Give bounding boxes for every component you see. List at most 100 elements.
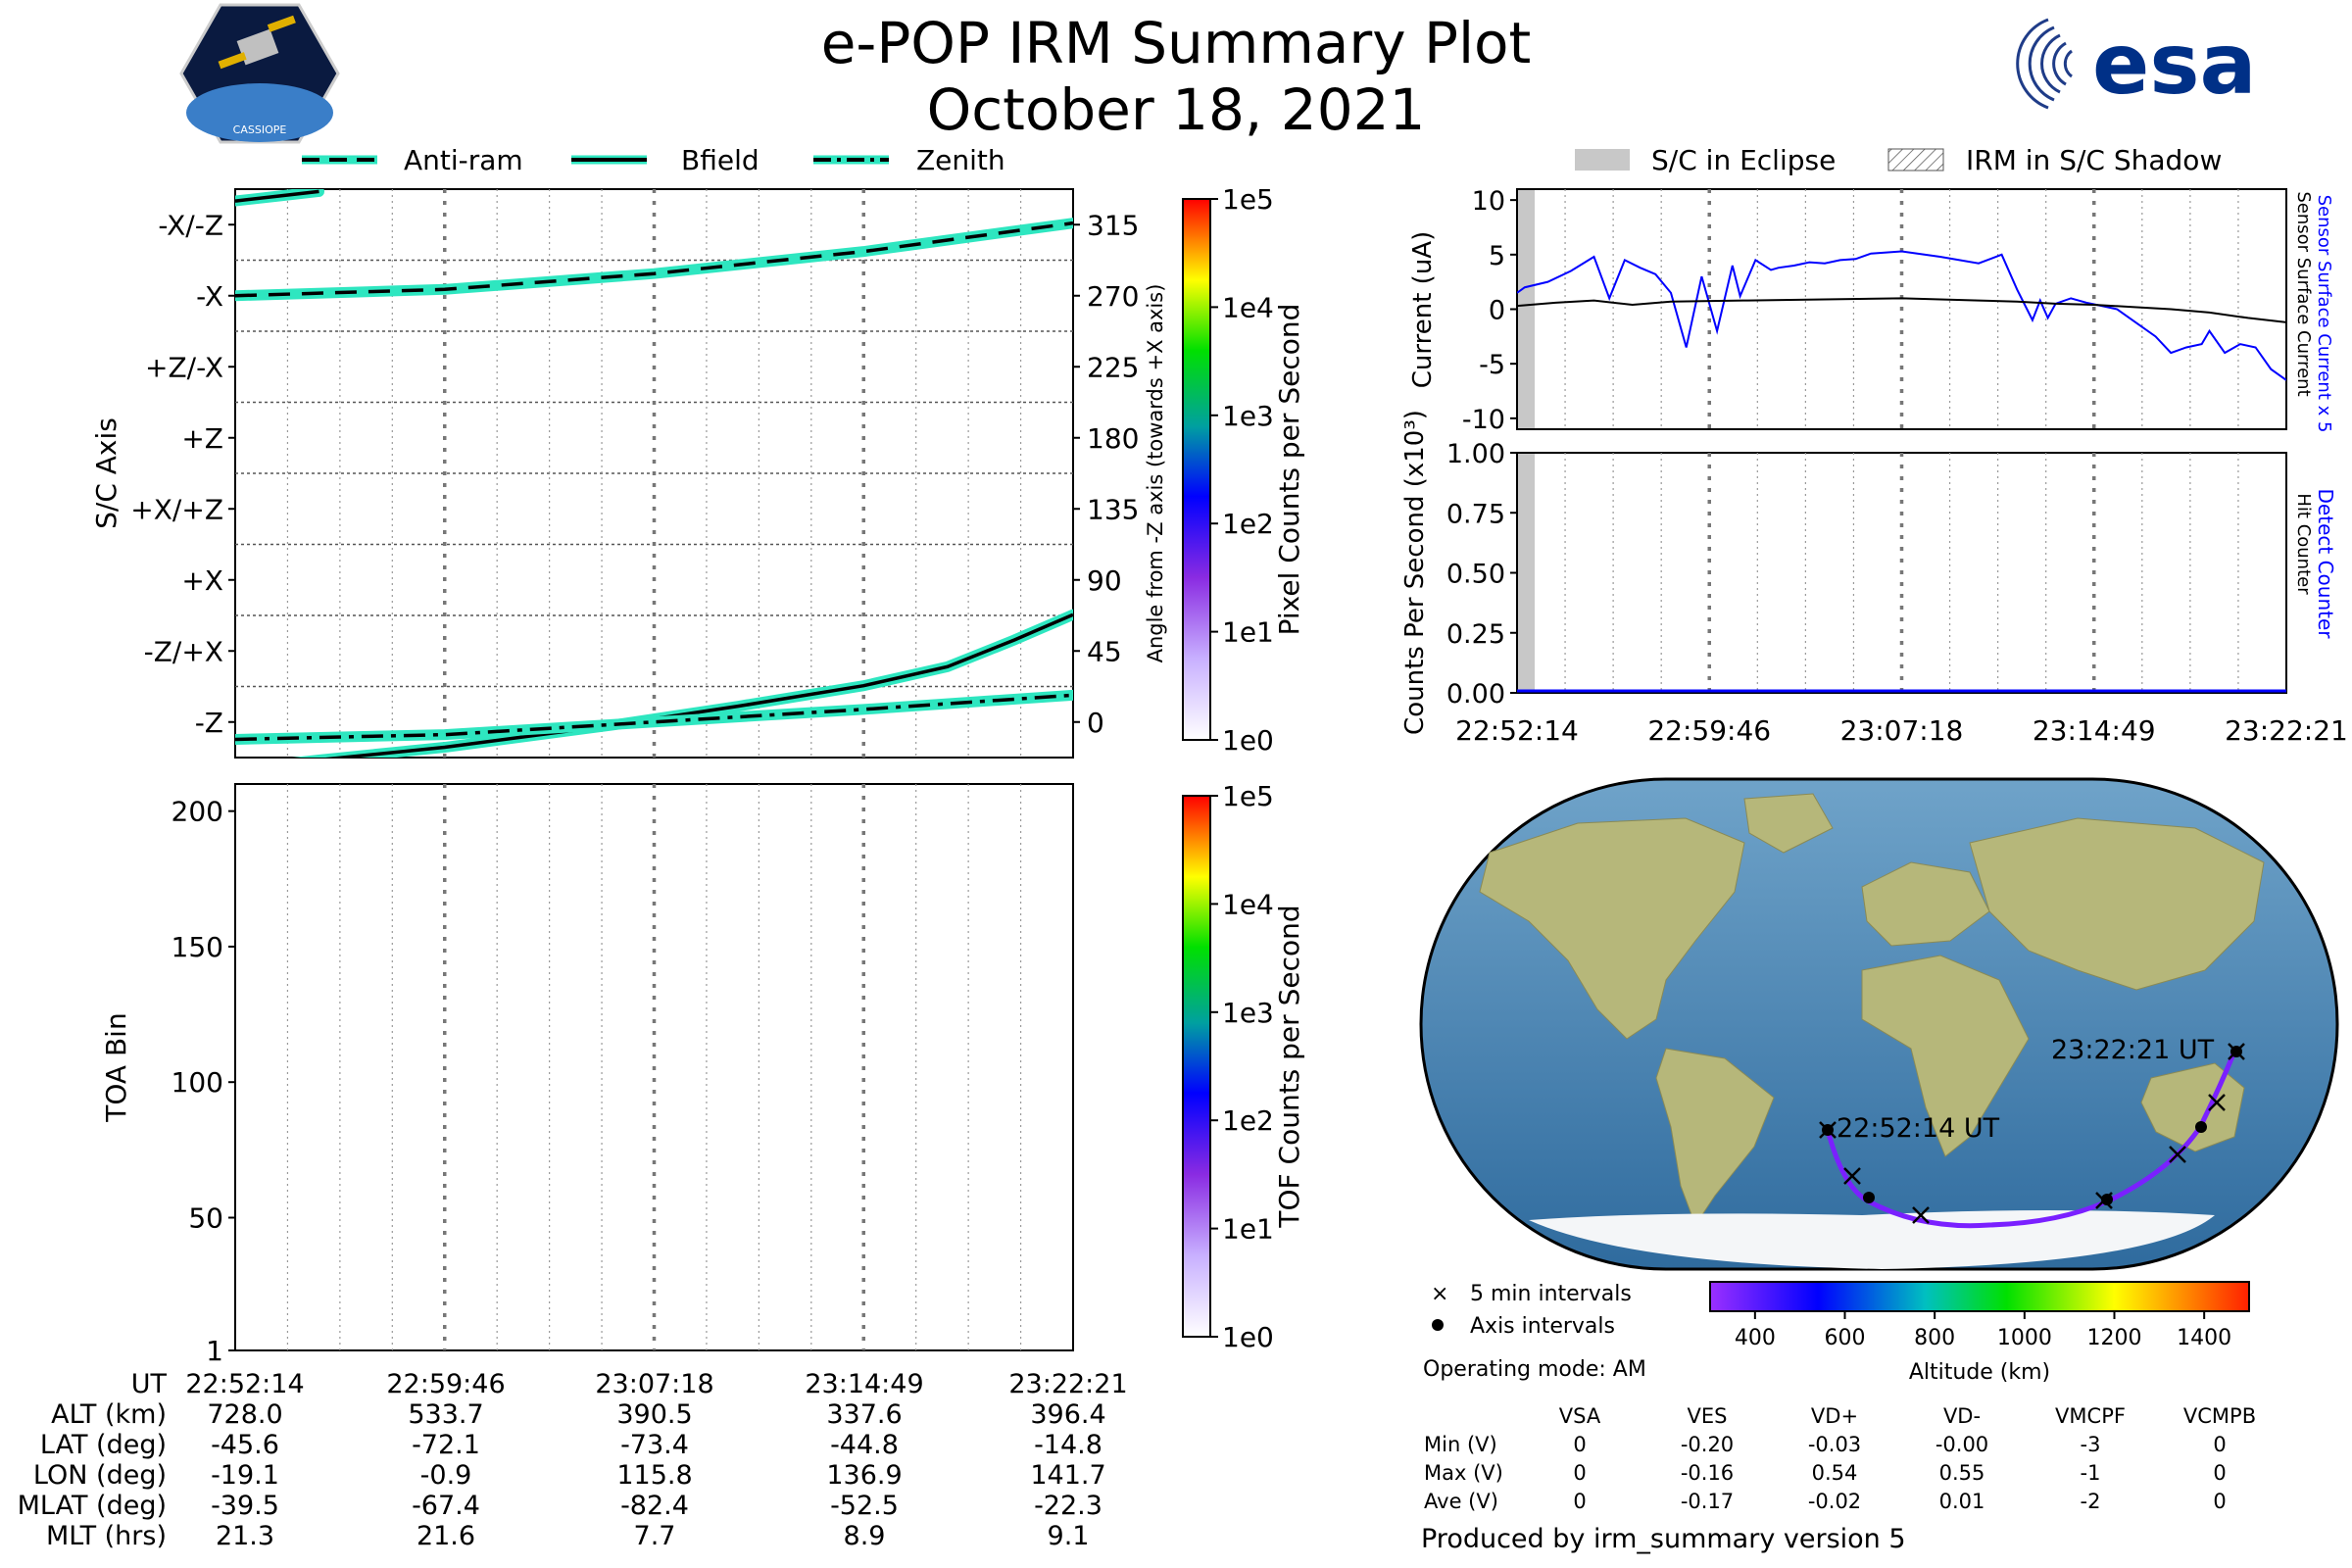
angle-y2label: Angle from -Z axis (towards +X axis) xyxy=(1144,284,1167,663)
orbit-cell: 22:52:14 xyxy=(185,1369,304,1399)
angle-tick-label: 180 xyxy=(1087,422,1139,455)
footer-note: Produced by irm_summary version 5 xyxy=(1421,1524,1906,1554)
orbit-cell: -22.3 xyxy=(1034,1491,1102,1521)
altitude-tick-label: 1400 xyxy=(2177,1326,2231,1350)
toa-tick-label: 1 xyxy=(206,1335,223,1367)
eclipse-legend: S/C in Eclipse IRM in S/C Shadow xyxy=(1575,144,2222,176)
orbit-cell: -19.1 xyxy=(211,1460,279,1491)
series-line-anti-ram xyxy=(235,220,1073,298)
orbit-cell: -73.4 xyxy=(620,1430,689,1460)
orbit-cell: 337.6 xyxy=(826,1399,902,1430)
voltage-cell: 0 xyxy=(1573,1490,1586,1513)
colorbar-tick-label: 1e2 xyxy=(1222,1104,1274,1137)
colorbar-tick-label: 1e2 xyxy=(1222,508,1274,540)
voltage-cell: -0.02 xyxy=(1808,1490,1861,1513)
orbit-cell: -52.5 xyxy=(830,1491,899,1521)
north-america xyxy=(1479,817,1745,1040)
orbit-cell: -39.5 xyxy=(211,1491,279,1521)
altitude-label: Altitude (km) xyxy=(1909,1360,2050,1385)
colorbar-tick-label: 1e5 xyxy=(1222,183,1274,216)
voltage-header: VES xyxy=(1688,1404,1728,1428)
current-ylabel: Current (uA) xyxy=(1408,231,1438,388)
series-line-zenith xyxy=(235,693,1073,742)
cassiope-logo: CASSIOPE xyxy=(179,3,340,144)
pixel-colorbar: 1e0 1e1 1e2 1e3 1e4 1e5 Pixel Counts per Seco… xyxy=(1182,183,1305,757)
toa-ylabel: TOA Bin xyxy=(100,1012,132,1122)
orbit-row-label: MLT (hrs) xyxy=(46,1521,167,1551)
dot-marker-icon xyxy=(1432,1319,1444,1331)
orbit-cell: -72.1 xyxy=(412,1430,480,1460)
colorbar-tick-label: 1e1 xyxy=(1222,1213,1274,1246)
time-tick-label: 23:07:18 xyxy=(1840,714,1964,747)
voltage-header: VD- xyxy=(1943,1404,1981,1428)
series-line-bfield-upper xyxy=(235,189,319,203)
altitude-tick-label: 600 xyxy=(1825,1326,1866,1350)
axis-tick-label: -Z xyxy=(195,707,223,739)
europe xyxy=(1861,861,1990,947)
page-date: October 18, 2021 xyxy=(926,76,1426,143)
dot-marker-icon xyxy=(2101,1194,2113,1205)
toa-tick-label: 150 xyxy=(172,931,223,963)
map-legend: × 5 min intervals Axis intervals Operati… xyxy=(1423,1282,1646,1382)
series-line-bfield xyxy=(325,612,1073,758)
colorbar-tick-label: 1e4 xyxy=(1222,888,1274,920)
legend-zenith: Zenith xyxy=(916,144,1005,176)
altitude-tick-label: 1200 xyxy=(2087,1326,2142,1350)
counts-ylabel: Counts Per Second (x10³) xyxy=(1400,410,1430,735)
axis-tick-label: -X xyxy=(196,280,223,313)
voltage-cell: 0.54 xyxy=(1812,1461,1858,1485)
orbit-map: 22:52:14 UT 23:22:21 UT xyxy=(1419,777,2339,1271)
colorbar-tick-label: 1e0 xyxy=(1222,724,1274,757)
angle-tick-label: 90 xyxy=(1087,564,1122,597)
orbit-cell: 728.0 xyxy=(207,1399,282,1430)
esa-logo: esa xyxy=(2016,16,2257,114)
counts-tick-label: 1.00 xyxy=(1446,439,1505,469)
sc-axis-panel: -Z -Z/+X +X +X/+Z +Z +Z/-X -X -X/-Z 0 45 90 135 180… xyxy=(90,188,1167,759)
map-end-label: 23:22:21 UT xyxy=(2051,1035,2215,1065)
south-america xyxy=(1655,1048,1775,1227)
orbit-row-label: UT xyxy=(131,1369,168,1399)
voltage-header: VMCPF xyxy=(2055,1404,2126,1428)
orbit-row-label: MLAT (deg) xyxy=(18,1491,167,1521)
dot-marker-icon xyxy=(2195,1121,2207,1133)
current-tick-label: -5 xyxy=(1479,350,1505,380)
antarctica xyxy=(1529,1210,2215,1269)
orbit-cell: 115.8 xyxy=(616,1460,692,1491)
orbit-cell: 23:22:21 xyxy=(1008,1369,1127,1399)
altitude-tick-label: 1000 xyxy=(1997,1326,2052,1350)
tof-colorbar: 1e0 1e1 1e2 1e3 1e4 1e5 TOF Counts per Second xyxy=(1182,780,1305,1353)
cross-marker-icon: × xyxy=(1431,1282,1448,1306)
current-tick-label: 5 xyxy=(1489,241,1505,271)
time-tick-label: 22:59:46 xyxy=(1647,714,1771,747)
dot-marker-icon xyxy=(1822,1124,1834,1136)
angle-tick-label: 225 xyxy=(1087,351,1139,383)
axis-tick-label: +Z xyxy=(181,422,223,455)
counts-tick-label: 0.75 xyxy=(1446,499,1505,529)
current-line xyxy=(1517,297,2286,323)
current-panel: 10 5 0 -5 -10 Current (uA) Sensor Surface Cu… xyxy=(1408,186,2334,435)
voltage-header: VCMPB xyxy=(2183,1404,2256,1428)
voltage-cell: -0.03 xyxy=(1808,1433,1861,1456)
time-tick-label: 23:22:21 xyxy=(2225,714,2348,747)
current-tick-label: 0 xyxy=(1489,296,1505,326)
time-tick-label: 23:14:49 xyxy=(2033,714,2156,747)
orbit-cell: -44.8 xyxy=(830,1430,899,1460)
orbit-cell: 533.7 xyxy=(408,1399,483,1430)
orbit-cell: 390.5 xyxy=(616,1399,692,1430)
orbit-cell: -45.6 xyxy=(211,1430,279,1460)
voltage-cell: 0 xyxy=(2213,1490,2226,1513)
counts-panel: 1.00 0.75 0.50 0.25 0.00 22:52:14 22:59:46 23:… xyxy=(1400,410,2348,747)
esa-logo-text: esa xyxy=(2092,16,2257,114)
angle-tick-label: 315 xyxy=(1087,209,1139,241)
cross-marker-icon xyxy=(1912,1206,1930,1224)
counts-tick-label: 0.50 xyxy=(1446,560,1505,590)
legend-bfield: Bfield xyxy=(681,144,760,176)
legend-eclipse: S/C in Eclipse xyxy=(1651,144,1836,176)
dot-marker-icon xyxy=(2230,1046,2242,1057)
orbit-cell: 21.3 xyxy=(216,1521,274,1551)
axis-tick-label: -X/-Z xyxy=(158,209,223,241)
voltage-cell: -3 xyxy=(2081,1433,2101,1456)
page-title: e-POP IRM Summary Plot xyxy=(820,10,1532,76)
